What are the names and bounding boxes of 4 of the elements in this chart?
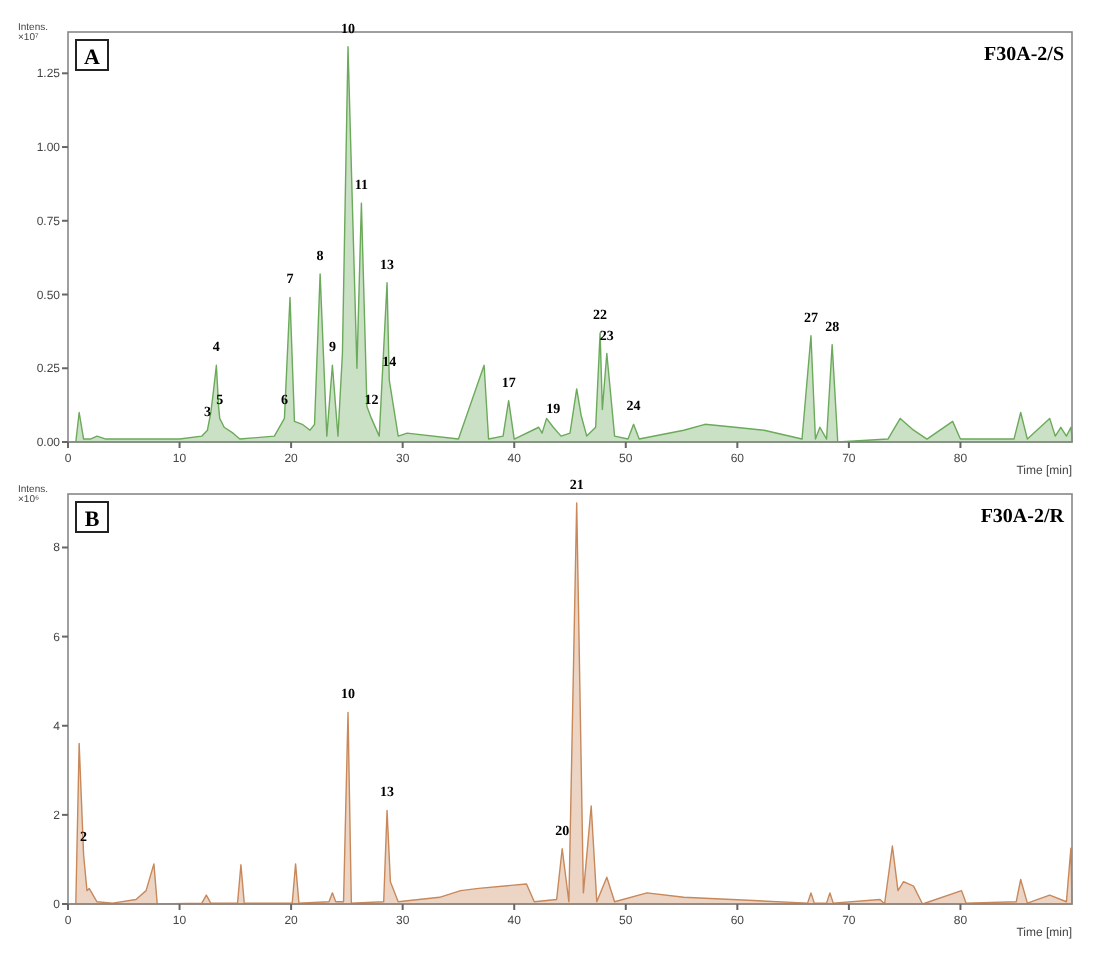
text: B bbox=[84, 508, 101, 532]
text: F30A-2/S bbox=[984, 44, 1065, 66]
text: A bbox=[84, 46, 101, 70]
text: F30A-2/R bbox=[980, 506, 1066, 528]
